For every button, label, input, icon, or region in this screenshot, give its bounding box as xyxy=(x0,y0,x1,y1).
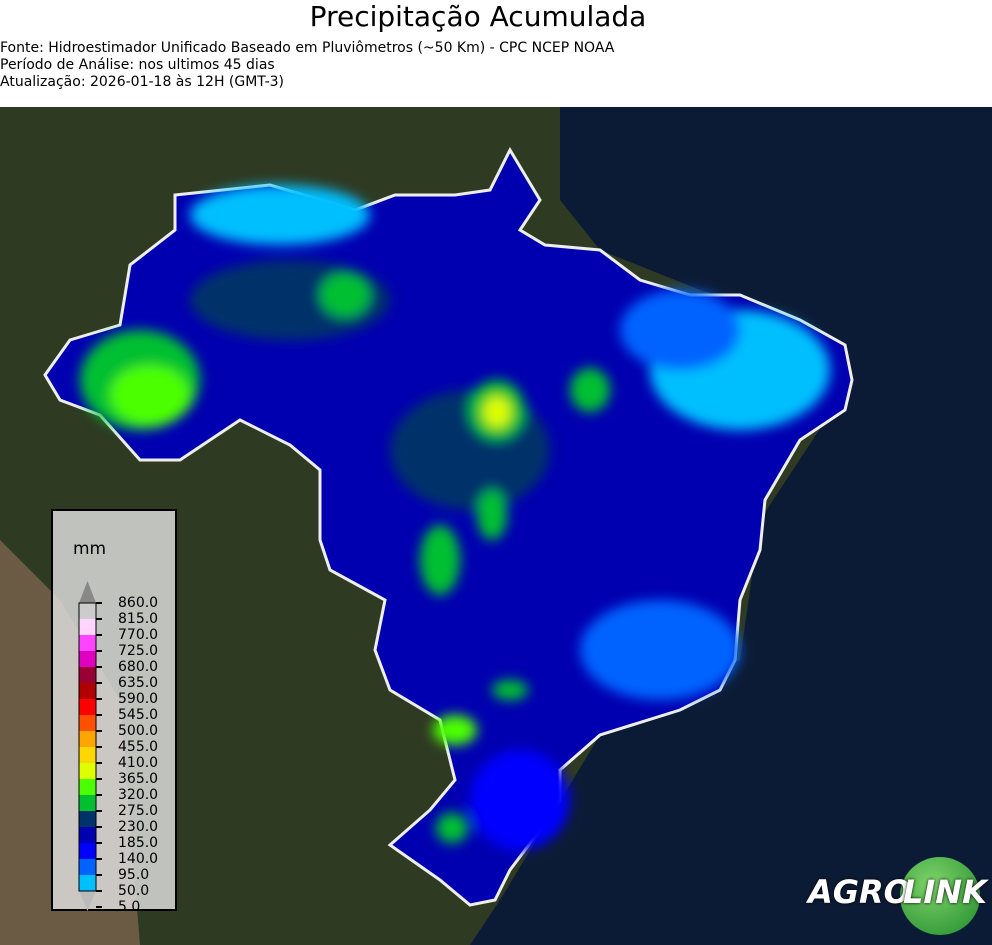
colorbar-tick-label: 680.0 xyxy=(118,659,159,675)
logo-text-link: LINK xyxy=(903,873,987,911)
area-230-275-rs xyxy=(436,813,468,843)
colorbar-swatch xyxy=(79,667,96,683)
colorbar-tick-label: 410.0 xyxy=(118,755,159,771)
colorbar-swatch xyxy=(79,635,96,651)
colorbar-tick-label: 725.0 xyxy=(118,643,159,659)
colorbar-swatch xyxy=(79,827,96,843)
colorbar-tick-label: 140.0 xyxy=(118,851,159,867)
area-50-95-southeast xyxy=(580,600,740,700)
colorbar-swatch xyxy=(79,891,96,911)
colorbar-tick-label: 50.0 xyxy=(118,883,150,899)
colorbar-outline xyxy=(78,602,97,892)
colorbar-swatch xyxy=(79,651,96,667)
colorbar-tick-label: 275.0 xyxy=(118,803,159,819)
colorbar-swatch xyxy=(79,779,96,795)
colorbar-tick-label: 185.0 xyxy=(118,835,159,851)
area-230-275-pr xyxy=(433,715,477,745)
colorbar-tick-label: 5.0 xyxy=(118,899,141,915)
colorbar-tick-label: 320.0 xyxy=(118,787,159,803)
colorbar-legend: mm 860.0 815.0 770.0 725.0 680.0 635.0 590.0 54… xyxy=(51,509,177,915)
period-text: Período de Análise: nos ultimos 45 dias xyxy=(0,57,275,73)
colorbar-swatch xyxy=(79,715,96,731)
area-230-275-north xyxy=(320,273,370,317)
colorbar-tick-label: 455.0 xyxy=(118,739,159,755)
logo-green-circle xyxy=(900,857,980,935)
colorbar-swatch xyxy=(79,731,96,747)
legend-unit: mm xyxy=(73,539,107,559)
colorbar-swatch xyxy=(79,811,96,827)
precipitation-map xyxy=(0,107,992,945)
colorbar-tick-label: 770.0 xyxy=(118,627,159,643)
logo-text-agro: AGRO xyxy=(808,873,911,911)
area-230-275-east xyxy=(570,368,610,412)
colorbar-tick-label: 635.0 xyxy=(118,675,159,691)
colorbar-tick-label: 590.0 xyxy=(118,691,159,707)
agrolink-logo: AGRO LINK xyxy=(808,855,987,935)
area-50-95 xyxy=(190,185,370,245)
colorbar-tick-label: 815.0 xyxy=(118,611,159,627)
area-230-275-ms xyxy=(492,680,528,700)
colorbar-swatch xyxy=(79,795,96,811)
source-text: Fonte: Hidroestimador Unificado Baseado … xyxy=(0,40,615,56)
colorbar-tick-label: 545.0 xyxy=(118,707,159,723)
colorbar-tick-label: 860.0 xyxy=(118,595,159,611)
colorbar-swatch xyxy=(79,619,96,635)
colorbar-swatch xyxy=(79,747,96,763)
colorbar xyxy=(78,581,102,911)
area-230-275-mt xyxy=(420,525,460,595)
colorbar-tick-label: 365.0 xyxy=(118,771,159,787)
area-230-275-mt2 xyxy=(477,490,507,540)
updated-text: Atualização: 2026-01-18 às 12H (GMT-3) xyxy=(0,74,284,90)
map-title: Precipitação Acumulada xyxy=(309,0,647,33)
colorbar-swatch xyxy=(79,581,96,603)
area-275-320-west xyxy=(110,365,190,425)
colorbar-swatch xyxy=(79,699,96,715)
colorbar-tick-label: 500.0 xyxy=(118,723,159,739)
colorbar-swatch xyxy=(79,859,96,875)
colorbar-swatch xyxy=(79,683,96,699)
colorbar-tick-label: 95.0 xyxy=(118,867,150,883)
colorbar-swatch xyxy=(79,875,96,891)
area-95-140-south xyxy=(470,750,570,850)
area-50-95-northeast xyxy=(620,290,740,370)
colorbar-swatch xyxy=(79,843,96,859)
area-365-410-center xyxy=(483,396,511,428)
colorbar-swatch xyxy=(79,763,96,779)
colorbar-swatch xyxy=(79,603,96,619)
colorbar-tick-label: 230.0 xyxy=(118,819,159,835)
